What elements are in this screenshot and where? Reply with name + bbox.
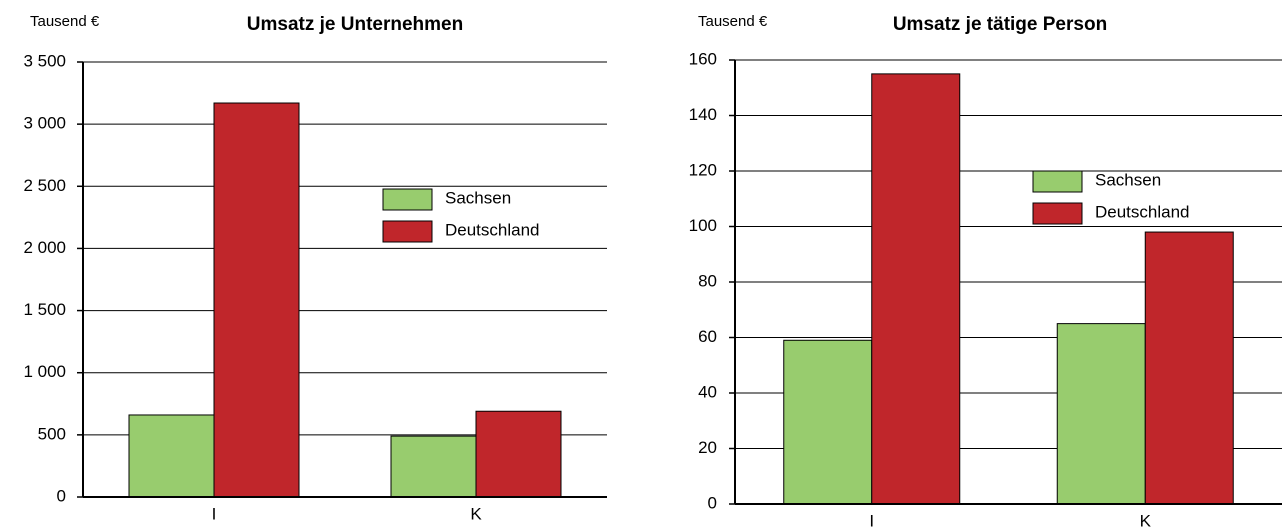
legend-label: Deutschland: [445, 220, 540, 239]
y-tick-label: 2 000: [23, 238, 66, 257]
x-tick-label: K: [1140, 511, 1152, 530]
y-tick-label: 80: [698, 271, 717, 290]
y-tick-label: 1 500: [23, 300, 66, 319]
y-axis-label: Tausend €: [30, 13, 100, 30]
legend-swatch: [382, 220, 433, 243]
y-tick-label: 120: [689, 160, 717, 179]
legend-swatch: [1032, 170, 1083, 193]
legend-label: Deutschland: [1095, 202, 1190, 221]
y-tick-label: 1 000: [23, 362, 66, 381]
y-tick-label: 140: [689, 105, 717, 124]
bar: [1056, 323, 1146, 505]
y-tick-label: 3 000: [23, 114, 66, 133]
y-tick-label: 0: [708, 493, 717, 512]
y-axis-label: Tausend €: [698, 13, 768, 30]
legend-label: Sachsen: [1095, 170, 1161, 189]
y-tick-label: 160: [689, 49, 717, 68]
bar: [871, 73, 961, 505]
x-tick-label: I: [869, 511, 874, 530]
y-tick-label: 2 500: [23, 176, 66, 195]
bar: [475, 410, 562, 498]
chart-title: Umsatz je tätige Person: [893, 14, 1107, 35]
x-tick-label: I: [212, 504, 217, 523]
y-tick-label: 500: [38, 424, 66, 443]
bar: [128, 414, 215, 498]
x-tick-label: K: [470, 504, 482, 523]
bar: [213, 102, 300, 498]
legend-label: Sachsen: [445, 188, 511, 207]
y-tick-label: 100: [689, 216, 717, 235]
legend-swatch: [1032, 202, 1083, 225]
chart-title: Umsatz je Unternehmen: [247, 14, 463, 35]
bar: [390, 435, 477, 498]
bar: [1144, 231, 1234, 505]
y-tick-label: 20: [698, 438, 717, 457]
y-tick-label: 3 500: [23, 51, 66, 70]
y-tick-label: 40: [698, 382, 717, 401]
y-tick-label: 60: [698, 327, 717, 346]
y-tick-label: 0: [57, 486, 66, 505]
bar: [783, 339, 873, 505]
legend-swatch: [382, 188, 433, 211]
